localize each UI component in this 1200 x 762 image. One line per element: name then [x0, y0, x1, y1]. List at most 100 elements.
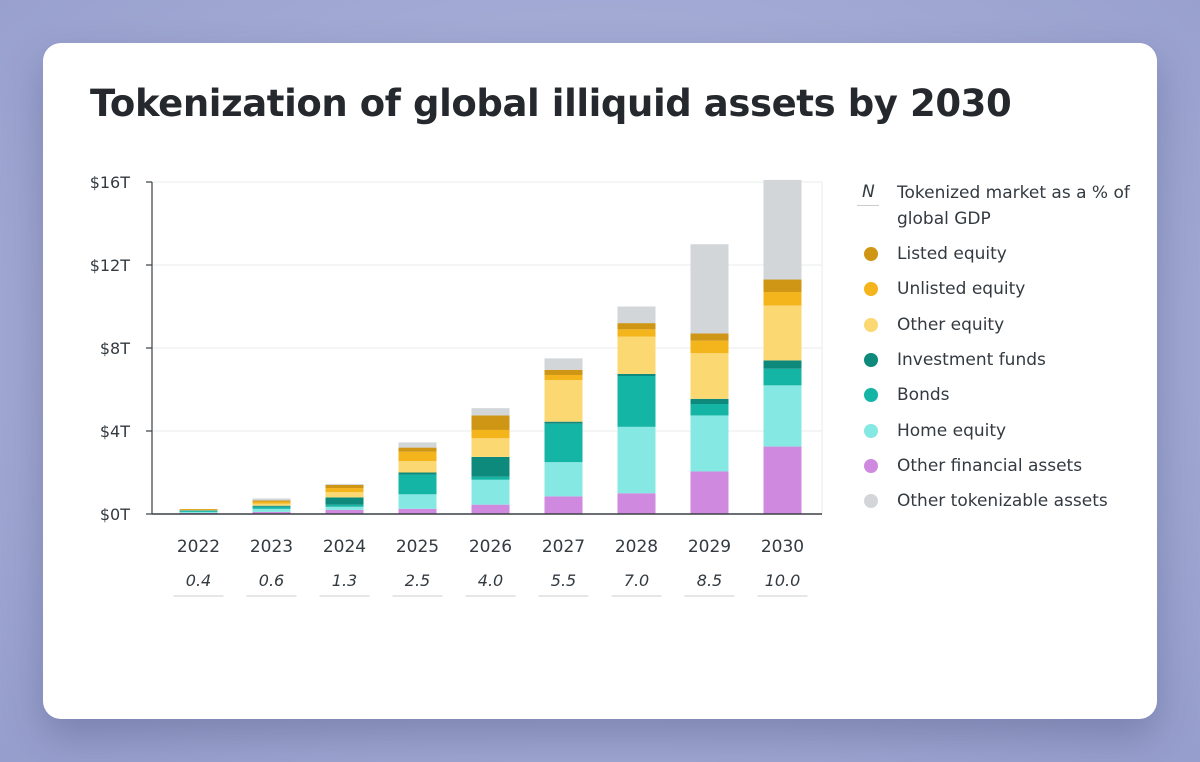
legend-label: Other tokenizable assets	[897, 491, 1108, 512]
bar-segment-unlisted-equity	[471, 429, 510, 439]
bar-segment-other-tokenizable-assets	[544, 358, 583, 370]
bar-segment-other-financial-assets	[763, 446, 802, 514]
bar-segment-listed-equity	[325, 484, 364, 489]
bar-segment-other-tokenizable-assets	[617, 306, 656, 324]
gdp-share-label: 7.0	[624, 571, 649, 590]
bar-segment-other-financial-assets	[398, 508, 437, 514]
bar-segment-home-equity	[544, 462, 583, 497]
legend-item-gdp-share: N Tokenized market as a % of global GDP	[856, 180, 1146, 230]
bar-segment-listed-equity	[252, 500, 291, 502]
y-tick-label: $16T	[90, 173, 131, 192]
bar-segment-other-tokenizable-assets	[690, 244, 729, 334]
legend-swatch	[864, 458, 878, 473]
x-tick-label: 2023	[250, 537, 293, 557]
bar-segment-investment-funds	[252, 505, 291, 507]
bar-segment-other-equity	[544, 380, 583, 422]
bar-segment-listed-equity	[179, 509, 218, 510]
legend-label: Unlisted equity	[897, 279, 1026, 300]
bar-segment-investment-funds	[179, 510, 218, 511]
legend-swatch	[864, 282, 878, 297]
bar-segment-listed-equity	[471, 415, 510, 430]
legend-label: Home equity	[897, 420, 1007, 441]
bar-segment-bonds	[763, 368, 802, 386]
x-tick-label: 2026	[469, 537, 512, 557]
bar-segment-unlisted-equity	[617, 329, 656, 337]
bar-segment-other-equity	[398, 461, 437, 473]
bar-segment-other-equity	[325, 492, 364, 498]
x-tick-label: 2025	[396, 537, 439, 557]
gdp-share-label: 1.3	[332, 571, 357, 590]
x-tick-label: 2028	[615, 537, 658, 557]
gdp-share-label: 8.5	[697, 571, 722, 590]
bar-segment-bonds	[544, 423, 583, 463]
bar-segment-investment-funds	[471, 456, 510, 477]
bar-segment-other-equity	[471, 438, 510, 457]
legend-swatch	[864, 352, 878, 367]
bar-segment-other-financial-assets	[617, 493, 656, 514]
bar-segment-unlisted-equity	[252, 501, 291, 504]
gdp-share-label: 10.0	[765, 571, 801, 590]
bar-segment-unlisted-equity	[690, 340, 729, 354]
legend-n-label: Tokenized market as a % of global GDP	[897, 183, 1130, 229]
gdp-share-label: 4.0	[478, 571, 503, 590]
bar-segment-bonds	[398, 474, 437, 495]
gdp-share-label: 0.4	[186, 571, 211, 590]
legend-swatch	[864, 388, 878, 403]
bar-segment-other-tokenizable-assets	[398, 442, 437, 448]
bar-segment-unlisted-equity	[763, 291, 802, 306]
bar-segment-other-equity	[252, 503, 291, 506]
bar-segment-other-equity	[179, 509, 218, 511]
bar-segment-investment-funds	[763, 360, 802, 369]
legend-label: Listed equity	[897, 244, 1007, 264]
bar-segment-home-equity	[325, 506, 364, 510]
bar-segment-home-equity	[471, 479, 510, 505]
bar-segment-listed-equity	[617, 323, 656, 330]
y-tick-label: $8T	[100, 339, 130, 358]
y-tick-label: $12T	[90, 256, 131, 275]
bar-segment-home-equity	[398, 494, 437, 509]
bar-segment-other-financial-assets	[252, 511, 291, 514]
bar-segment-bonds	[617, 376, 656, 427]
legend-label: Other financial assets	[897, 455, 1083, 476]
bar-segment-home-equity	[617, 426, 656, 494]
bar-segment-bonds	[471, 476, 510, 480]
bar-segment-home-equity	[690, 415, 729, 472]
bar-segment-other-equity	[690, 353, 729, 399]
bar-segment-bonds	[252, 506, 291, 509]
legend-label: Investment funds	[897, 349, 1046, 370]
bar-segment-other-equity	[617, 336, 656, 374]
legend-swatch	[864, 247, 878, 261]
bar-segment-other-financial-assets	[471, 504, 510, 514]
bar-segment-bonds	[179, 510, 218, 512]
bar-segment-listed-equity	[544, 369, 583, 375]
bar-segment-unlisted-equity	[544, 374, 583, 381]
bar-segment-bonds	[690, 404, 729, 416]
x-tick-label: 2024	[323, 537, 366, 557]
bar-segment-investment-funds	[617, 373, 656, 377]
x-tick-label: 2022	[177, 537, 220, 557]
y-tick-label: $0T	[100, 505, 130, 524]
bar-segment-other-financial-assets	[690, 471, 729, 514]
bar-segment-home-equity	[179, 511, 218, 513]
bar-segment-home-equity	[763, 385, 802, 447]
legend-swatch	[864, 494, 878, 509]
bar-segment-investment-funds	[398, 472, 437, 475]
legend-n-underline	[857, 205, 879, 206]
bar-segment-other-financial-assets	[544, 496, 583, 514]
y-tick-label: $4T	[100, 422, 130, 441]
bar-segment-other-equity	[763, 305, 802, 361]
bar-segment-listed-equity	[690, 333, 729, 341]
bar-segment-unlisted-equity	[179, 509, 218, 510]
bar-segment-investment-funds	[544, 421, 583, 424]
gdp-share-label: 5.5	[551, 571, 576, 590]
bar-segment-bonds	[325, 504, 364, 507]
bar-segment-listed-equity	[763, 279, 802, 292]
chart-title: Tokenization of global illiquid assets b…	[90, 82, 1012, 125]
gdp-share-label: 2.5	[405, 571, 430, 590]
legend-n-symbol: N	[862, 182, 875, 202]
bar-segment-investment-funds	[325, 497, 364, 505]
bar-segment-other-tokenizable-assets	[252, 498, 291, 501]
bar-segment-other-tokenizable-assets	[763, 179, 802, 280]
legend-swatch	[864, 317, 878, 332]
